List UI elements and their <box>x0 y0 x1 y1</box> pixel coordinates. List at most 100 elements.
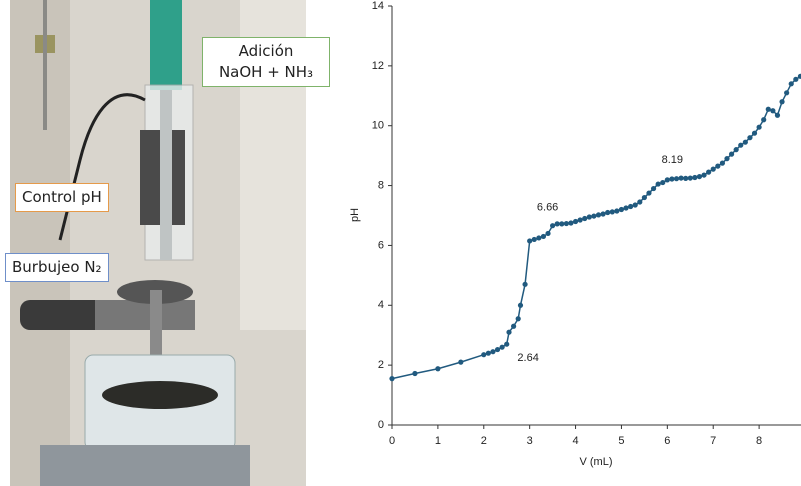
x-tick-label: 7 <box>710 435 716 447</box>
data-point <box>633 202 638 207</box>
addition-line: Adición <box>209 41 323 62</box>
data-point <box>793 77 798 82</box>
data-point <box>578 217 583 222</box>
data-point <box>784 90 789 95</box>
data-point <box>651 186 656 191</box>
data-point <box>532 237 537 242</box>
data-point <box>458 360 463 365</box>
plot-area: 024681012140123456789V (mL)pH6.668.192.6… <box>349 0 801 468</box>
control-label: Control pH <box>15 183 109 212</box>
x-tick-label: 6 <box>664 435 670 447</box>
data-point <box>500 345 505 350</box>
y-tick-label: 14 <box>372 0 384 12</box>
data-point <box>582 216 587 221</box>
data-point <box>683 176 688 181</box>
data-point <box>536 235 541 240</box>
y-tick-label: 4 <box>378 299 384 311</box>
data-point <box>679 175 684 180</box>
data-point <box>564 221 569 226</box>
bubbling-label: Burbujeo N₂ <box>5 253 109 282</box>
data-point <box>545 231 550 236</box>
data-line <box>392 76 800 378</box>
data-point <box>591 213 596 218</box>
data-point <box>516 316 521 321</box>
data-point <box>656 181 661 186</box>
data-point <box>596 212 601 217</box>
data-point <box>720 161 725 166</box>
addition-line: NaOH + NH₃ <box>209 62 323 83</box>
data-point <box>729 152 734 157</box>
data-point <box>628 204 633 209</box>
y-tick-label: 8 <box>378 179 384 191</box>
y-tick-label: 10 <box>372 120 384 132</box>
y-tick-label: 0 <box>378 419 384 431</box>
data-point <box>761 117 766 122</box>
data-point <box>743 140 748 145</box>
data-point <box>504 342 509 347</box>
data-point <box>389 376 394 381</box>
data-point <box>587 214 592 219</box>
data-point <box>527 238 532 243</box>
data-point <box>495 347 500 352</box>
x-tick-label: 0 <box>389 435 395 447</box>
data-point <box>738 143 743 148</box>
data-point <box>412 371 417 376</box>
data-point <box>766 107 771 112</box>
x-tick-label: 2 <box>481 435 487 447</box>
data-point <box>435 366 440 371</box>
x-axis-label: V (mL) <box>580 456 613 468</box>
data-point <box>660 180 665 185</box>
data-point <box>779 99 784 104</box>
data-point <box>610 209 615 214</box>
data-point <box>605 210 610 215</box>
data-point <box>568 220 573 225</box>
data-point <box>614 208 619 213</box>
x-tick-label: 8 <box>756 435 762 447</box>
data-point <box>623 205 628 210</box>
data-point <box>674 176 679 181</box>
data-point <box>789 81 794 86</box>
data-point <box>688 175 693 180</box>
data-point <box>522 282 527 287</box>
y-tick-label: 2 <box>378 359 384 371</box>
x-tick-label: 4 <box>572 435 578 447</box>
data-point <box>734 147 739 152</box>
data-point <box>559 221 564 226</box>
data-point <box>711 167 716 172</box>
data-point <box>757 125 762 130</box>
y-tick-label: 12 <box>372 60 384 72</box>
annotation: 8.19 <box>662 154 683 166</box>
data-point <box>486 351 491 356</box>
addition-label: Adición NaOH + NH₃ <box>202 37 330 87</box>
data-point <box>701 172 706 177</box>
data-point <box>669 176 674 181</box>
data-point <box>642 195 647 200</box>
figure: 024681012140123456789V (mL)pH6.668.192.6… <box>0 0 801 486</box>
data-point <box>573 219 578 224</box>
data-point <box>747 135 752 140</box>
data-point <box>692 175 697 180</box>
data-point <box>646 190 651 195</box>
data-point <box>481 352 486 357</box>
annotation: 2.64 <box>517 352 538 364</box>
data-point <box>511 324 516 329</box>
data-point <box>706 170 711 175</box>
x-tick-label: 1 <box>435 435 441 447</box>
y-axis-label: pH <box>349 208 361 222</box>
x-tick-label: 5 <box>618 435 624 447</box>
data-point <box>506 330 511 335</box>
data-point <box>541 234 546 239</box>
data-point <box>665 177 670 182</box>
y-tick-label: 6 <box>378 239 384 251</box>
data-point <box>770 108 775 113</box>
data-point <box>518 303 523 308</box>
data-point <box>724 156 729 161</box>
data-point <box>600 211 605 216</box>
data-point <box>697 174 702 179</box>
data-point <box>619 207 624 212</box>
data-point <box>637 199 642 204</box>
annotation: 6.66 <box>537 202 558 214</box>
data-point <box>550 223 555 228</box>
data-point <box>775 113 780 118</box>
figure-svg: 024681012140123456789V (mL)pH6.668.192.6… <box>0 0 801 486</box>
